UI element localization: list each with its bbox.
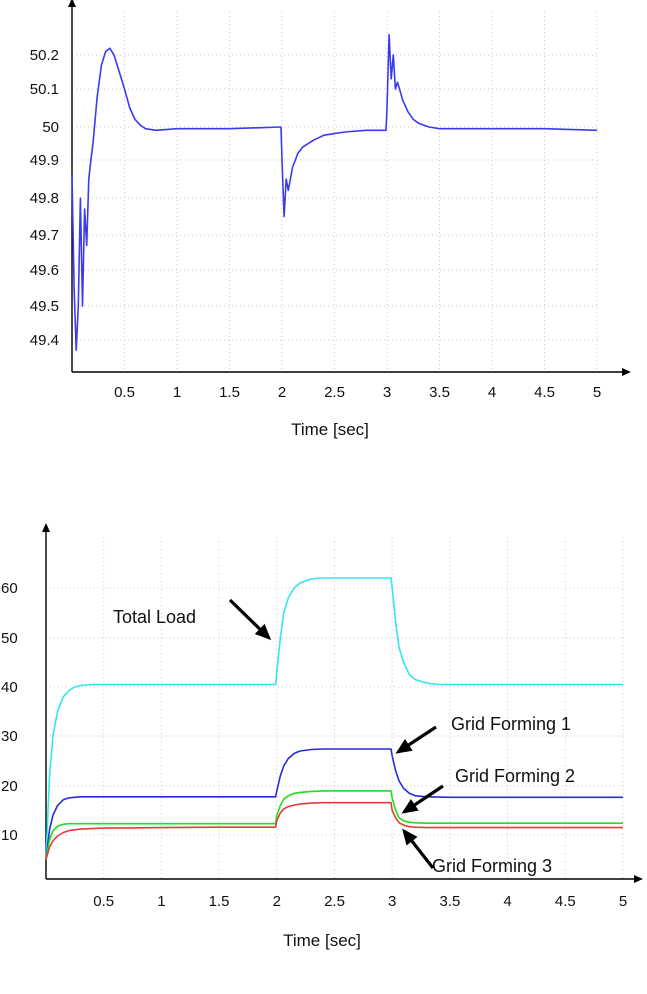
x-tick-label: 3 xyxy=(383,384,391,401)
chart-2: 0.5 1 1.5 2 2.5 3 3.5 4 4.5 5 60 50 40 30 20 10 Time [se… xyxy=(1,523,643,950)
chart-1-grid xyxy=(72,12,598,372)
total-load-label: Total Load xyxy=(113,607,196,627)
y-tick-label: 50 xyxy=(42,119,59,136)
y-tick-label: 60 xyxy=(1,580,18,597)
x-axis-label: Time [sec] xyxy=(291,420,369,439)
grid-forming-3-arrow-head xyxy=(402,828,418,846)
grid-forming-3-line xyxy=(45,801,623,860)
y-tick-label: 49.9 xyxy=(30,152,59,169)
x-tick-label: 1.5 xyxy=(209,893,230,910)
x-tick-label: 4 xyxy=(503,893,511,910)
x-tick-label: 3.5 xyxy=(429,384,450,401)
frequency-line xyxy=(71,33,598,352)
x-axis-arrow xyxy=(622,368,631,376)
x-tick-label: 5 xyxy=(593,384,601,401)
x-tick-label: 3.5 xyxy=(439,893,460,910)
y-tick-label: 50.1 xyxy=(30,81,59,98)
y-tick-label: 50 xyxy=(1,630,18,647)
total-load-arrow-head xyxy=(254,623,272,641)
x-axis-arrow xyxy=(634,875,643,883)
x-tick-label: 4 xyxy=(488,384,496,401)
grid-forming-2-label: Grid Forming 2 xyxy=(455,766,575,786)
x-tick-label: 1 xyxy=(157,893,165,910)
x-tick-label: 2 xyxy=(278,384,286,401)
y-tick-label: 30 xyxy=(1,728,18,745)
y-tick-label: 49.4 xyxy=(30,332,59,349)
grid-forming-1-line xyxy=(45,748,623,860)
x-tick-label: 4.5 xyxy=(534,384,555,401)
x-tick-label: 0.5 xyxy=(114,384,135,401)
y-tick-label: 10 xyxy=(1,827,18,844)
y-axis-arrow xyxy=(68,0,76,7)
y-tick-label: 40 xyxy=(1,679,18,696)
x-tick-label: 3 xyxy=(388,893,396,910)
y-tick-label: 49.8 xyxy=(30,190,59,207)
chart-1: 0.5 1 1.5 2 2.5 3 3.5 4 4.5 5 50.2 50.1 50 49.9 49.8 49… xyxy=(30,0,631,439)
x-tick-label: 4.5 xyxy=(555,893,576,910)
x-axis-label: Time [sec] xyxy=(283,931,361,950)
x-tick-label: 5 xyxy=(619,893,627,910)
y-tick-label: 49.6 xyxy=(30,262,59,279)
y-tick-label: 50.2 xyxy=(30,47,59,64)
grid-forming-1-label: Grid Forming 1 xyxy=(451,714,571,734)
y-tick-label: 49.5 xyxy=(30,298,59,315)
x-tick-label: 2 xyxy=(273,893,281,910)
x-tick-label: 1 xyxy=(173,384,181,401)
grid-forming-2-arrow-head xyxy=(401,798,419,814)
grid-forming-1-arrow-head xyxy=(395,739,413,754)
x-tick-label: 2.5 xyxy=(324,893,345,910)
grid-forming-2-line xyxy=(45,790,623,860)
x-tick-label: 0.5 xyxy=(93,893,114,910)
grid-forming-3-label: Grid Forming 3 xyxy=(432,856,552,876)
x-tick-label: 2.5 xyxy=(324,384,345,401)
x-tick-label: 1.5 xyxy=(219,384,240,401)
y-tick-label: 20 xyxy=(1,778,18,795)
chart-2-annotations: Total Load Grid Forming 1 Grid Forming 2 Gr… xyxy=(113,598,575,876)
y-axis-arrow xyxy=(42,523,50,532)
total-load-line xyxy=(45,577,623,860)
y-tick-label: 49.7 xyxy=(30,227,59,244)
